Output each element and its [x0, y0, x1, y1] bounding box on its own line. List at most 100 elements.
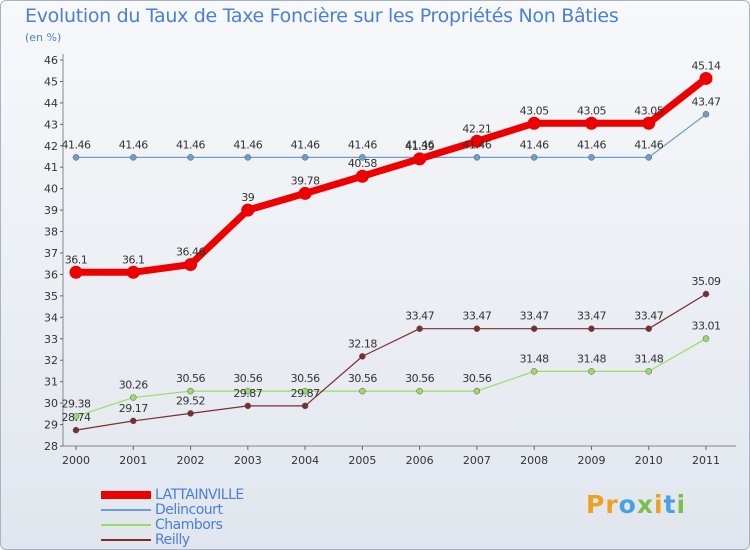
y-tick-label: 29: [44, 419, 58, 432]
data-point: [645, 368, 652, 375]
proxiti-logo: Proxiti: [586, 490, 687, 519]
data-label: 31.48: [634, 352, 663, 365]
data-label: 33.47: [634, 310, 663, 323]
data-point: [588, 325, 595, 332]
data-point: [130, 394, 137, 401]
data-label: 29.38: [62, 397, 91, 410]
x-tick-label: 2007: [463, 454, 491, 467]
data-point: [470, 134, 484, 148]
y-tick-label: 41: [44, 161, 58, 174]
y-tick-label: 32: [44, 354, 58, 367]
data-point: [187, 387, 194, 395]
data-label: 39: [241, 191, 254, 204]
data-label: 41.46: [176, 138, 205, 151]
data-label: 30.26: [119, 379, 148, 392]
data-point: [702, 111, 710, 118]
data-point: [359, 154, 366, 161]
legend-label: Chambors: [155, 516, 223, 533]
y-tick-label: 37: [44, 247, 58, 260]
series-line: [76, 75, 709, 276]
data-label: 36.1: [122, 253, 145, 266]
data-point: [244, 387, 252, 395]
data-label: 30.56: [233, 372, 262, 385]
data-label: 35.09: [692, 275, 721, 288]
series-delincourt: [72, 111, 710, 161]
y-tick-label: 44: [44, 97, 58, 110]
data-label: 29.52: [176, 394, 205, 407]
legend-item: Reilly: [101, 532, 244, 548]
series-reilly: [72, 290, 710, 434]
data-point: [72, 413, 80, 420]
y-tick-label: 43: [44, 118, 58, 131]
y-tick-label: 42: [44, 140, 58, 153]
data-label: 33.47: [520, 310, 549, 323]
x-tick-label: 2011: [692, 454, 720, 467]
data-label: 41.46: [634, 138, 663, 151]
data-label: 31.48: [520, 352, 549, 365]
data-point: [413, 152, 427, 166]
data-point: [301, 154, 309, 161]
data-label: 43.05: [634, 104, 663, 117]
x-tick-label: 2010: [635, 454, 663, 467]
data-point: [416, 325, 423, 332]
data-point: [702, 335, 710, 342]
series-line: [75, 293, 707, 431]
data-point: [241, 203, 255, 217]
data-point: [301, 387, 309, 395]
chart-title: Evolution du Taux de Taxe Foncière sur l…: [25, 5, 619, 27]
data-point: [130, 417, 137, 425]
data-label: 33.47: [462, 310, 491, 323]
chart-axes: 28 29 30 31 32 33 34 35 36 37 38 39 40 41 42 43 44 45 46 20…: [44, 54, 736, 467]
series-line: [76, 113, 707, 158]
data-point: [527, 116, 541, 130]
legend-label: LATTAINVILLE: [155, 486, 244, 503]
data-label: 29.87: [291, 387, 320, 400]
data-label: 33.47: [577, 310, 606, 323]
y-tick-label: 38: [44, 226, 58, 239]
data-point: [359, 353, 366, 360]
data-label: 28.74: [62, 411, 91, 424]
data-labels-layer: 36.1 36.1 36.46 39 39.78 40.58 41.39 42.21 43.05…: [62, 59, 722, 424]
legend-swatch: [101, 508, 151, 511]
legend-swatch: [101, 538, 151, 541]
data-point: [72, 426, 80, 434]
data-label: 30.56: [348, 372, 377, 385]
data-label: 29.87: [233, 387, 262, 400]
y-tick-label: 31: [44, 376, 58, 389]
data-label: 41.46: [233, 138, 262, 151]
y-tick-label: 46: [44, 54, 58, 67]
data-point: [473, 154, 481, 161]
y-tick-label: 35: [44, 290, 58, 303]
data-point: [588, 154, 595, 161]
x-tick-label: 2008: [520, 454, 548, 467]
data-point: [530, 368, 538, 375]
legend-item: LATTAINVILLE: [101, 486, 244, 503]
legend-item: Delincourt: [101, 502, 244, 518]
data-point: [530, 154, 538, 161]
data-point: [642, 116, 656, 130]
data-label: 31.48: [577, 352, 606, 365]
data-label: 42.21: [462, 122, 491, 135]
data-point: [530, 325, 538, 332]
x-tick-label: 2001: [119, 454, 147, 467]
data-point: [301, 402, 309, 410]
x-tick-label: 2000: [62, 454, 90, 467]
data-point: [702, 290, 710, 298]
x-tick-label: 2005: [348, 454, 376, 467]
data-point: [645, 325, 652, 332]
data-label: 45.14: [692, 59, 721, 72]
legend: LATTAINVILLE Delincourt Chambors Reilly: [101, 486, 244, 548]
data-point: [126, 265, 140, 279]
data-label: 43.05: [520, 104, 549, 117]
data-label: 36.46: [176, 246, 205, 259]
data-label: 39.78: [291, 174, 320, 187]
data-point: [473, 325, 481, 332]
x-tick-label: 2003: [234, 454, 262, 467]
data-point: [130, 154, 137, 161]
data-label: 40.58: [348, 157, 377, 170]
y-tick-label: 34: [44, 311, 58, 324]
data-label: 30.56: [462, 372, 491, 385]
data-label: 41.46: [62, 138, 91, 151]
data-point: [184, 258, 198, 272]
